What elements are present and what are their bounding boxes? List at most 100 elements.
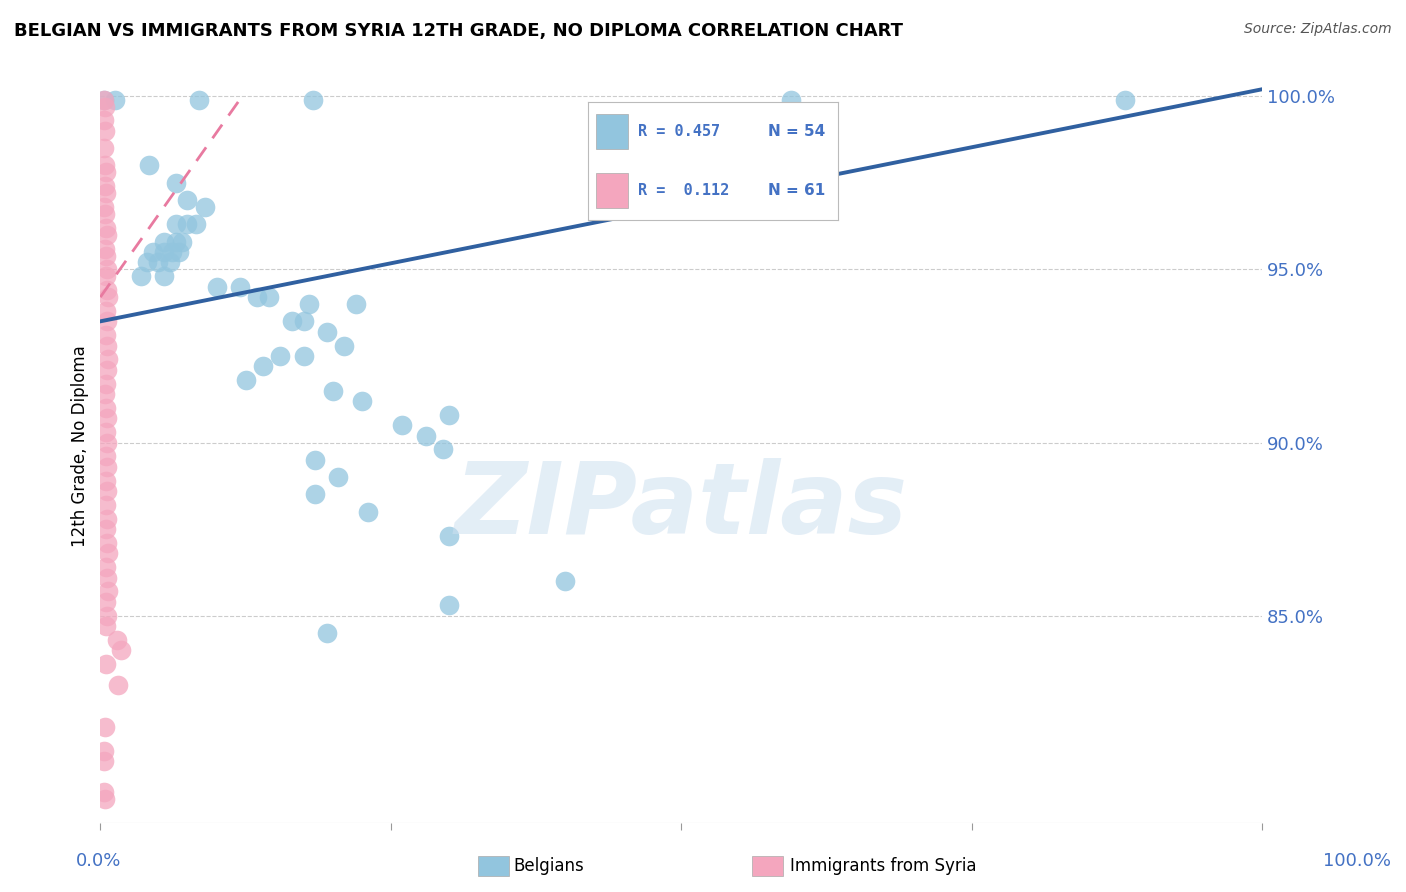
- Point: [96, 512, 118, 526]
- Point: [302, 93, 325, 107]
- Point: [93, 834, 115, 848]
- Point: [96, 328, 118, 343]
- Point: [110, 643, 132, 657]
- Point: [93, 113, 115, 128]
- Point: [96, 165, 118, 179]
- Point: [96, 657, 118, 672]
- Point: [93, 93, 115, 107]
- Point: [96, 314, 118, 328]
- Point: [437, 408, 460, 422]
- Point: [281, 314, 304, 328]
- Text: ZIPatlas: ZIPatlas: [454, 458, 908, 555]
- Point: [780, 93, 803, 107]
- Point: [184, 218, 207, 232]
- Point: [176, 218, 198, 232]
- Point: [96, 411, 118, 425]
- Point: [94, 387, 117, 401]
- Point: [162, 245, 184, 260]
- Point: [97, 584, 120, 599]
- Point: [96, 435, 118, 450]
- Point: [138, 159, 160, 173]
- Point: [235, 373, 257, 387]
- Point: [142, 245, 165, 260]
- Point: [169, 245, 191, 260]
- Point: [229, 279, 252, 293]
- Text: Source: ZipAtlas.com: Source: ZipAtlas.com: [1244, 22, 1392, 37]
- Point: [356, 505, 378, 519]
- Point: [96, 450, 118, 464]
- Point: [96, 338, 118, 352]
- Point: [104, 93, 127, 107]
- Point: [96, 363, 118, 377]
- Point: [159, 255, 181, 269]
- Point: [350, 394, 373, 409]
- Point: [333, 338, 356, 352]
- Point: [1114, 93, 1136, 107]
- Point: [292, 314, 315, 328]
- Point: [170, 235, 193, 249]
- Point: [437, 529, 460, 543]
- Point: [96, 560, 118, 574]
- Point: [93, 141, 115, 155]
- Point: [93, 785, 115, 799]
- Text: Immigrants from Syria: Immigrants from Syria: [790, 857, 977, 875]
- Point: [165, 218, 187, 232]
- Point: [257, 290, 280, 304]
- Point: [304, 453, 326, 467]
- Point: [97, 290, 120, 304]
- Point: [96, 376, 118, 391]
- Point: [94, 242, 117, 256]
- Point: [94, 179, 117, 194]
- Point: [292, 349, 315, 363]
- Point: [94, 207, 117, 221]
- Point: [322, 384, 344, 398]
- Point: [96, 283, 118, 297]
- Text: BELGIAN VS IMMIGRANTS FROM SYRIA 12TH GRADE, NO DIPLOMA CORRELATION CHART: BELGIAN VS IMMIGRANTS FROM SYRIA 12TH GR…: [14, 22, 903, 40]
- Point: [96, 220, 118, 235]
- Point: [269, 349, 291, 363]
- Point: [96, 401, 118, 415]
- Point: [96, 474, 118, 488]
- Point: [328, 470, 350, 484]
- Point: [315, 325, 337, 339]
- Point: [97, 546, 120, 560]
- Point: [93, 837, 115, 851]
- Point: [93, 754, 115, 768]
- Point: [96, 227, 118, 242]
- Point: [105, 632, 128, 647]
- Point: [165, 235, 187, 249]
- Point: [148, 255, 170, 269]
- Point: [96, 522, 118, 536]
- Point: [93, 93, 115, 107]
- Point: [304, 487, 326, 501]
- Point: [96, 571, 118, 585]
- Point: [96, 269, 118, 284]
- Point: [554, 574, 576, 588]
- Point: [315, 626, 337, 640]
- Point: [432, 442, 454, 457]
- Point: [96, 608, 118, 623]
- Point: [96, 262, 118, 277]
- Point: [93, 744, 115, 758]
- Point: [93, 200, 115, 214]
- Point: [96, 459, 118, 474]
- Point: [298, 297, 321, 311]
- Point: [205, 279, 228, 293]
- Text: 0.0%: 0.0%: [76, 852, 121, 870]
- Point: [107, 678, 129, 692]
- Point: [415, 428, 437, 442]
- Point: [194, 200, 217, 214]
- Text: Belgians: Belgians: [513, 857, 583, 875]
- Point: [96, 595, 118, 609]
- Point: [96, 186, 118, 201]
- Text: 100.0%: 100.0%: [1323, 852, 1391, 870]
- Point: [165, 176, 187, 190]
- Point: [153, 269, 176, 284]
- Point: [94, 124, 117, 138]
- Point: [96, 248, 118, 262]
- Point: [96, 498, 118, 512]
- Point: [344, 297, 367, 311]
- Point: [96, 483, 118, 498]
- Point: [252, 359, 274, 374]
- Point: [97, 352, 120, 367]
